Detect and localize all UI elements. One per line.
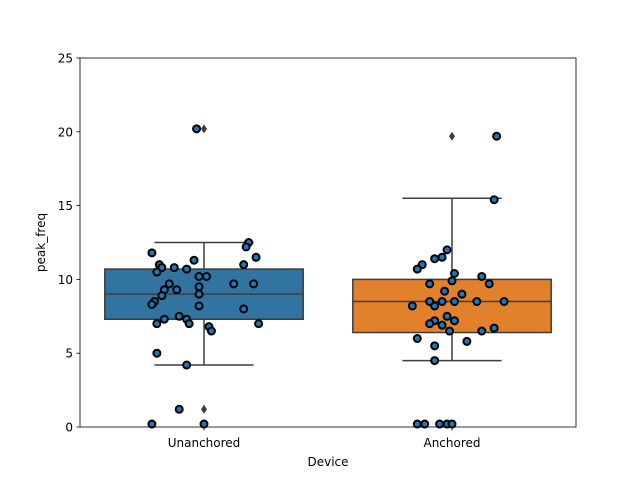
data-point xyxy=(412,333,422,343)
data-point xyxy=(442,245,452,255)
data-point xyxy=(194,271,204,281)
y-tick-label: 5 xyxy=(65,347,73,361)
box-iqr xyxy=(352,278,552,334)
data-point xyxy=(430,301,440,311)
y-tick-label: 25 xyxy=(58,52,73,66)
data-point xyxy=(449,297,459,307)
y-tick-label: 10 xyxy=(58,273,73,287)
data-point xyxy=(462,336,472,346)
data-point xyxy=(412,264,422,274)
y-tick-label: 15 xyxy=(58,199,73,213)
data-point xyxy=(447,276,457,286)
data-point xyxy=(241,242,251,252)
outlier-marker xyxy=(449,131,455,141)
data-point xyxy=(192,124,202,134)
data-point xyxy=(484,279,494,289)
data-point xyxy=(182,360,192,370)
data-point xyxy=(164,279,174,289)
data-point xyxy=(239,304,249,314)
data-point xyxy=(174,404,184,414)
data-point xyxy=(412,419,422,429)
data-point xyxy=(477,271,487,281)
data-point xyxy=(445,326,455,336)
outlier-marker xyxy=(201,404,207,414)
data-point xyxy=(194,282,204,292)
data-point xyxy=(499,297,509,307)
data-point xyxy=(147,299,157,309)
outlier-marker xyxy=(201,124,207,134)
data-point xyxy=(430,356,440,366)
data-point xyxy=(189,255,199,265)
data-point xyxy=(254,319,264,329)
data-point xyxy=(449,268,459,278)
data-point xyxy=(407,301,417,311)
data-point xyxy=(239,260,249,270)
data-point xyxy=(249,279,259,289)
points-unanchored xyxy=(147,124,264,429)
data-point xyxy=(184,319,194,329)
data-point xyxy=(157,291,167,301)
data-point xyxy=(425,279,435,289)
data-point xyxy=(159,314,169,324)
data-point xyxy=(201,271,211,281)
data-point xyxy=(147,248,157,258)
y-tick-label: 0 xyxy=(65,421,73,435)
data-point xyxy=(147,419,157,429)
plot-area xyxy=(104,124,552,429)
y-tick-label: 20 xyxy=(58,125,73,139)
data-point xyxy=(152,267,162,277)
data-point xyxy=(440,286,450,296)
x-axis-label: Device xyxy=(307,455,348,469)
x-tick-label: Anchored xyxy=(423,436,480,450)
data-point xyxy=(251,252,261,262)
data-point xyxy=(152,319,162,329)
data-point xyxy=(430,254,440,264)
data-point xyxy=(489,323,499,333)
y-axis-label: peak_freq xyxy=(34,213,48,272)
points-anchored xyxy=(407,131,509,429)
data-point xyxy=(420,419,430,429)
data-point xyxy=(229,279,239,289)
data-point xyxy=(430,341,440,351)
data-point xyxy=(457,289,467,299)
data-point xyxy=(194,289,204,299)
data-point xyxy=(492,131,502,141)
data-point xyxy=(425,319,435,329)
data-point xyxy=(447,419,457,429)
data-point xyxy=(194,301,204,311)
data-point xyxy=(199,419,209,429)
data-point xyxy=(169,263,179,273)
data-point xyxy=(437,297,447,307)
data-point xyxy=(442,311,452,321)
data-point xyxy=(477,326,487,336)
x-tick-label: Unanchored xyxy=(168,436,241,450)
data-point xyxy=(206,326,216,336)
data-point xyxy=(489,195,499,205)
data-point xyxy=(437,320,447,330)
data-point xyxy=(182,264,192,274)
data-point xyxy=(435,419,445,429)
plot-frame xyxy=(79,57,577,428)
data-point xyxy=(152,348,162,358)
data-point xyxy=(437,252,447,262)
data-point xyxy=(449,316,459,326)
data-point xyxy=(174,311,184,321)
data-point xyxy=(172,285,182,295)
axes: 0 5 10 15 20 25 Unanchored Anchored xyxy=(58,52,481,451)
data-point xyxy=(472,297,482,307)
